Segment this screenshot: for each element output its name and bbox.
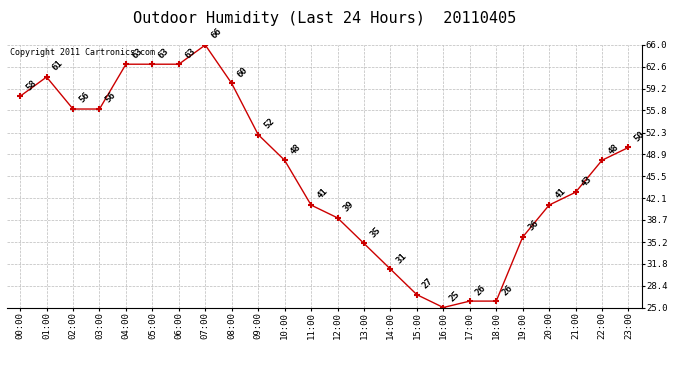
Text: Copyright 2011 Cartronics.com: Copyright 2011 Cartronics.com [10, 48, 155, 57]
Text: 25: 25 [448, 290, 462, 303]
Text: 56: 56 [77, 91, 91, 105]
Text: 26: 26 [474, 283, 488, 297]
Text: 50: 50 [633, 129, 647, 143]
Text: 60: 60 [236, 65, 250, 79]
Text: Outdoor Humidity (Last 24 Hours)  20110405: Outdoor Humidity (Last 24 Hours) 2011040… [132, 11, 516, 26]
Text: 61: 61 [51, 59, 65, 73]
Text: 48: 48 [289, 142, 303, 156]
Text: 43: 43 [580, 174, 593, 188]
Text: 63: 63 [130, 46, 144, 60]
Text: 35: 35 [368, 225, 382, 239]
Text: 31: 31 [395, 251, 408, 265]
Text: 52: 52 [262, 117, 276, 130]
Text: 36: 36 [527, 219, 541, 233]
Text: 41: 41 [553, 187, 567, 201]
Text: 66: 66 [210, 27, 224, 41]
Text: 41: 41 [315, 187, 329, 201]
Text: 27: 27 [421, 277, 435, 291]
Text: 63: 63 [183, 46, 197, 60]
Text: 56: 56 [104, 91, 117, 105]
Text: 58: 58 [24, 78, 38, 92]
Text: 63: 63 [157, 46, 170, 60]
Text: 48: 48 [607, 142, 620, 156]
Text: 26: 26 [500, 283, 514, 297]
Text: 39: 39 [342, 200, 355, 214]
